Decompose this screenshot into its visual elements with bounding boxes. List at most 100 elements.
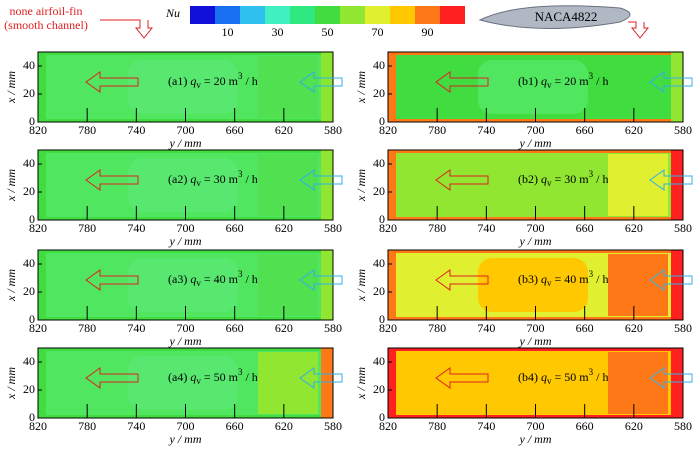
y-axis-label: y / mm <box>169 334 202 348</box>
y-tick-label: 780 <box>428 321 446 335</box>
field <box>128 356 238 410</box>
x-tick-label: 20 <box>23 284 35 298</box>
y-tick-label: 620 <box>275 321 293 335</box>
y-tick-label: 580 <box>324 419 342 433</box>
y-tick-label: 780 <box>78 419 96 433</box>
x-tick-label: 40 <box>23 58 35 72</box>
field <box>128 60 238 114</box>
y-axis-label: y / mm <box>169 432 202 446</box>
x-tick-label: 0 <box>379 312 385 326</box>
field <box>478 258 588 312</box>
y-tick-label: 660 <box>576 123 594 137</box>
y-tick-label: 660 <box>576 419 594 433</box>
y-tick-label: 620 <box>625 221 643 235</box>
panel-label-part: / h <box>242 370 257 384</box>
panel-label-part: (a2) <box>168 172 190 186</box>
x-tick-label: 20 <box>23 382 35 396</box>
panel-label-part: (b4) <box>518 370 541 384</box>
y-tick-label: 820 <box>29 123 47 137</box>
x-tick-label: 20 <box>373 382 385 396</box>
panel-label-part: (a1) <box>168 74 190 88</box>
panel-label-part: v <box>547 278 552 288</box>
x-axis-label: x / mm <box>354 269 368 302</box>
field <box>258 56 318 118</box>
flow-arrow-blue <box>299 71 343 93</box>
y-tick-label: 700 <box>177 123 195 137</box>
panel-label: (b2) qv = 30 m3 / h <box>518 169 608 188</box>
panel-label-part: q <box>190 74 196 88</box>
field <box>258 254 318 316</box>
y-tick-label: 740 <box>477 221 495 235</box>
flow-arrow-blue <box>299 169 343 191</box>
panel-label-part: v <box>196 80 201 90</box>
y-tick-label: 820 <box>29 419 47 433</box>
field <box>608 154 668 216</box>
colorbar-tick-label: 50 <box>322 25 334 39</box>
y-tick-label: 580 <box>674 419 692 433</box>
field <box>608 254 668 316</box>
colorbar-cell <box>390 6 415 24</box>
field <box>608 352 668 414</box>
panel-label-part: v <box>196 178 201 188</box>
x-axis-label: x / mm <box>4 71 18 104</box>
field <box>258 352 318 414</box>
y-tick-label: 660 <box>576 321 594 335</box>
y-tick-label: 580 <box>674 221 692 235</box>
x-axis-label: x / mm <box>354 169 368 202</box>
y-tick-label: 740 <box>127 123 145 137</box>
flow-arrow-red <box>435 71 489 93</box>
x-tick-label: 40 <box>373 156 385 170</box>
panel-label: (a2) qv = 30 m3 / h <box>168 169 258 188</box>
panel-label: (a4) qv = 50 m3 / h <box>168 367 258 386</box>
x-tick-label: 0 <box>379 410 385 424</box>
colorbar-cell <box>190 6 215 24</box>
panel-label: (a3) qv = 40 m3 / h <box>168 269 258 288</box>
x-tick-label: 40 <box>23 156 35 170</box>
left-arrow <box>100 19 154 39</box>
panel-label-part: q <box>190 172 196 186</box>
x-axis-label: x / mm <box>4 269 18 302</box>
y-axis-label: y / mm <box>519 432 552 446</box>
field <box>258 154 318 216</box>
colorbar-cell <box>215 6 240 24</box>
y-tick-label: 820 <box>29 221 47 235</box>
flow-arrow-blue <box>299 269 343 291</box>
x-tick-label: 0 <box>29 410 35 424</box>
panel-label-part: 3 <box>238 269 243 279</box>
panel-label-part: v <box>547 178 552 188</box>
panel-label-part: / h <box>593 172 608 186</box>
colorbar-cell <box>315 6 340 24</box>
panel-label-part: 3 <box>238 71 243 81</box>
panel-label-part: = 50 m <box>552 370 590 384</box>
y-tick-label: 780 <box>78 123 96 137</box>
right-arrow <box>628 21 650 39</box>
field <box>478 158 588 212</box>
airfoil <box>478 5 631 29</box>
flow-arrow-red <box>85 169 139 191</box>
panel-label-part: q <box>190 370 196 384</box>
panel-label-part: / h <box>242 172 257 186</box>
y-axis-label: y / mm <box>519 136 552 150</box>
y-tick-label: 660 <box>226 221 244 235</box>
y-tick-label: 580 <box>674 123 692 137</box>
y-tick-label: 700 <box>527 419 545 433</box>
x-tick-label: 20 <box>373 284 385 298</box>
y-tick-label: 740 <box>127 419 145 433</box>
panel-label-part: 3 <box>238 367 243 377</box>
x-tick-label: 20 <box>373 86 385 100</box>
flow-arrow-red <box>85 71 139 93</box>
y-tick-label: 620 <box>625 321 643 335</box>
panel-label-part: 3 <box>238 169 243 179</box>
right-label: NACA4822 <box>535 9 598 24</box>
y-tick-label: 620 <box>275 123 293 137</box>
x-tick-label: 40 <box>373 58 385 72</box>
field <box>321 150 333 220</box>
panel-label: (a1) qv = 20 m3 / h <box>168 71 258 90</box>
y-axis-label: y / mm <box>169 136 202 150</box>
field <box>478 60 588 114</box>
y-tick-label: 580 <box>324 321 342 335</box>
panel-label-part: q <box>541 74 547 88</box>
panel-label-part: = 20 m <box>552 74 590 88</box>
panel-label-part: v <box>196 278 201 288</box>
field <box>321 52 333 122</box>
